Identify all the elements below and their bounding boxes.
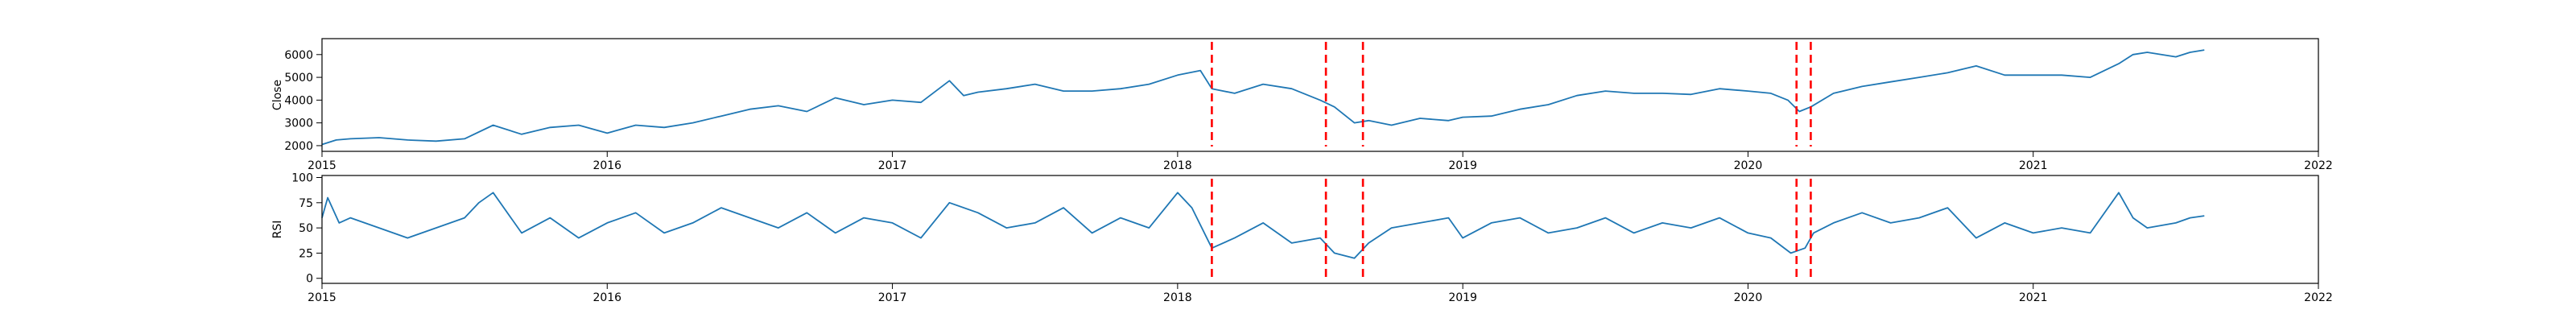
close-x-tick-label-6: 2021 [2019, 159, 2048, 172]
close-x-tick-label-4: 2019 [1448, 159, 1477, 172]
close-x-tick-label-3: 2018 [1163, 159, 1192, 172]
close-x-tick-label-5: 2020 [1734, 159, 1763, 172]
rsi-y-tick-label-2: 50 [299, 222, 313, 235]
rsi-axes-frame [321, 175, 2319, 284]
rsi-x-tick-label-4: 2019 [1448, 291, 1477, 304]
rsi-x-tick-label-1: 2016 [592, 291, 621, 304]
close-x-tick-label-2: 2017 [878, 159, 907, 172]
close-axes-frame [321, 38, 2319, 152]
close-y-tick-label-2: 4000 [284, 94, 313, 107]
rsi-y-tick-label-4: 100 [291, 172, 313, 185]
rsi-series-line [321, 192, 2205, 259]
close-y-tick-label-0: 2000 [284, 140, 313, 153]
rsi-x-tick-label-2: 2017 [878, 291, 907, 304]
rsi-y-tick-label-3: 75 [299, 197, 313, 210]
close-series-line [321, 49, 2205, 146]
close-y-tick-label-3: 5000 [284, 72, 313, 85]
rsi-x-tick-label-6: 2021 [2019, 291, 2048, 304]
rsi-panel: 2015 2016 2017 2018 2019 2020 2021 2022 0 25 50 75 1… [271, 172, 2333, 304]
close-y-tick-label-4: 6000 [284, 49, 313, 62]
rsi-y-axis-label: RSI [271, 221, 284, 239]
rsi-y-tick-label-1: 25 [299, 247, 313, 260]
rsi-x-tick-label-5: 2020 [1734, 291, 1763, 304]
close-x-tick-label-1: 2016 [592, 159, 621, 172]
close-x-tick-label-0: 2015 [308, 159, 336, 172]
close-y-axis-label: Close [271, 80, 284, 110]
close-x-tick-label-7: 2022 [2304, 159, 2333, 172]
rsi-x-tick-label-3: 2018 [1163, 291, 1192, 304]
rsi-y-tick-label-0: 0 [306, 273, 313, 286]
rsi-x-tick-label-7: 2022 [2304, 291, 2333, 304]
close-price-panel: 2015 2016 2017 2018 2019 2020 2021 2022 2000 3000… [271, 38, 2333, 172]
rsi-x-tick-label-0: 2015 [308, 291, 336, 304]
close-y-tick-label-1: 3000 [284, 118, 313, 130]
